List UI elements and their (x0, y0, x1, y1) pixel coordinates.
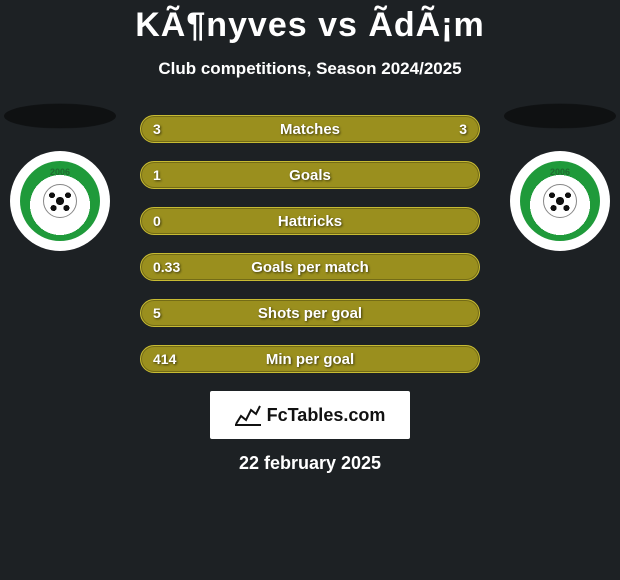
soccer-ball-icon (43, 184, 77, 218)
stat-bar: 5 Shots per goal (140, 299, 480, 327)
stat-bar: 414 Min per goal (140, 345, 480, 373)
brand-logo-icon (235, 404, 261, 426)
stat-label: Min per goal (266, 351, 354, 368)
stat-left-value: 1 (153, 167, 161, 183)
brand-badge: FcTables.com (210, 391, 410, 439)
stat-left-value: 0.33 (153, 259, 180, 275)
left-club-badge: 2006 (10, 151, 110, 251)
stat-label: Shots per goal (258, 305, 362, 322)
stat-left-value: 0 (153, 213, 161, 229)
right-player-shadow (504, 104, 616, 129)
stat-right-value: 3 (459, 121, 467, 137)
footer-date: 22 february 2025 (0, 453, 620, 474)
stat-label: Goals (289, 167, 331, 184)
left-player-column: 2006 (0, 103, 120, 251)
right-player-column: 2006 (500, 103, 620, 251)
left-club-badge-inner: 2006 (20, 161, 100, 241)
soccer-ball-icon (543, 184, 577, 218)
page-title: KÃ¶nyves vs ÃdÃ¡m (0, 0, 620, 45)
left-player-shadow (4, 104, 116, 129)
left-club-year: 2006 (50, 167, 70, 177)
stat-bar: 3 Matches 3 (140, 115, 480, 143)
right-club-year: 2006 (550, 167, 570, 177)
stat-bar: 1 Goals (140, 161, 480, 189)
comparison-arena: 2006 2006 3 Matches 3 1 Goals 0 Hattrick… (0, 115, 620, 373)
stats-bars: 3 Matches 3 1 Goals 0 Hattricks 0.33 Goa… (140, 115, 480, 373)
right-club-badge: 2006 (510, 151, 610, 251)
right-club-badge-inner: 2006 (520, 161, 600, 241)
stat-label: Matches (280, 121, 340, 138)
page-subtitle: Club competitions, Season 2024/2025 (0, 59, 620, 79)
stat-bar: 0.33 Goals per match (140, 253, 480, 281)
stat-left-value: 3 (153, 121, 161, 137)
stat-bar: 0 Hattricks (140, 207, 480, 235)
brand-text: FcTables.com (267, 405, 386, 426)
stat-left-value: 414 (153, 351, 176, 367)
stat-left-value: 5 (153, 305, 161, 321)
stat-label: Goals per match (251, 259, 369, 276)
stat-label: Hattricks (278, 213, 342, 230)
